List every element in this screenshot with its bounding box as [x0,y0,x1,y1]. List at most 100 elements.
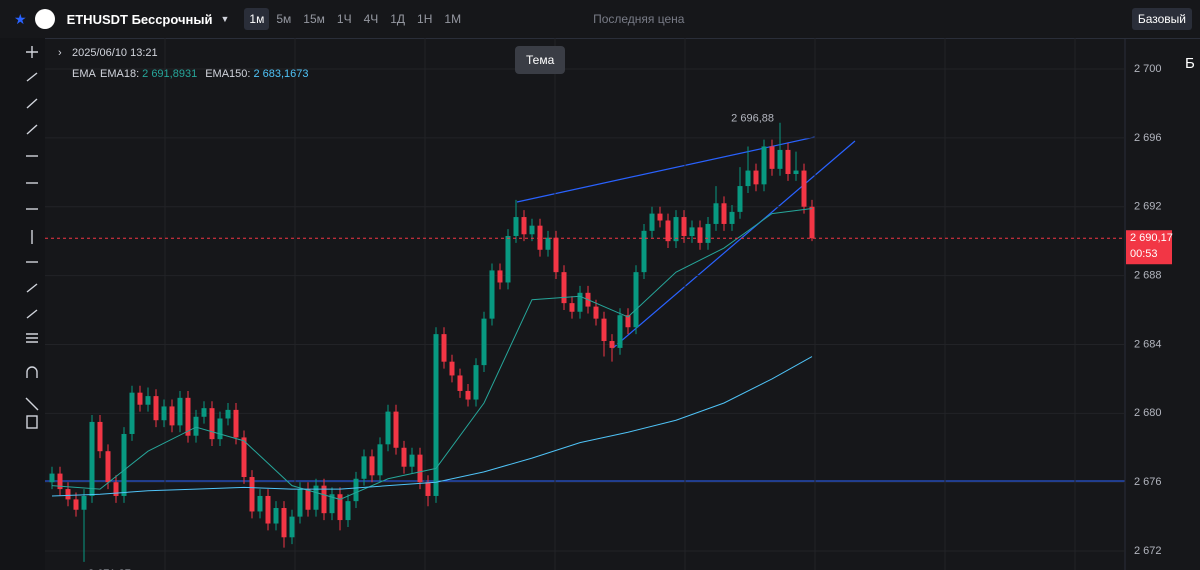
candle-body [537,225,543,250]
candle-body [249,477,255,512]
chart: 2025/06/10 13:21 › EMA 2 672 2 676 2 680 2 … [0,38,1173,570]
candle-body [145,396,151,405]
candle-body [177,397,183,426]
candle-body [409,454,415,467]
candle-body [737,186,743,212]
candle-body [345,501,351,521]
candle-body [657,213,663,221]
candle-body [225,409,231,419]
candle-body [369,456,375,476]
candle-body [329,494,335,514]
mode[interactable]: Базовый [1131,8,1192,30]
candle-body [449,361,455,376]
trend-line[interactable] [612,140,856,349]
candle-body [241,437,247,478]
candle-body [553,237,559,273]
timeframe[interactable]: 5м [276,12,292,26]
candle-body [561,272,567,304]
candle-body [129,392,135,434]
candle-body [809,206,815,239]
candle-body [689,227,695,236]
candle-body [137,392,143,405]
candle-body [321,485,327,514]
candle-body [481,318,487,366]
candle-body [761,146,767,185]
candle-body [337,494,343,521]
candle-body [713,203,719,224]
candle-body [201,408,207,417]
candle-body [705,223,711,243]
candle-body [305,489,311,510]
candle-body [601,318,607,342]
star[interactable]: ★ [14,10,27,27]
legend-value: 2 691,8931 [142,68,197,80]
candle-body [697,227,703,243]
candle-body [209,408,215,440]
countdown: 00:53 [1130,248,1158,260]
candle-body [633,272,639,328]
candle-body [121,433,127,496]
timeframe[interactable]: 4Ч [363,12,379,26]
candle-body [569,303,575,312]
y-tick-label: 2 684 [1134,338,1162,350]
timeframe[interactable]: 1Н [417,12,433,26]
candle-body [785,149,791,175]
candle-body [425,482,431,496]
candle-body [673,217,679,242]
candle-body [385,411,391,445]
caret[interactable]: ▼ [220,14,230,24]
candle-body [105,451,111,483]
timeframe[interactable]: 1Д [390,12,406,26]
candle-body [505,235,511,283]
candle-body [153,396,159,421]
last-price-box [1126,230,1172,265]
candle-body [729,211,735,224]
timeframe[interactable]: 1М [444,12,462,26]
candle-body [417,454,423,483]
candle-body [273,508,279,524]
candle-body [441,334,447,362]
candle-body [769,146,775,169]
price-type[interactable]: Последняя цена [593,12,685,26]
candle-body [265,495,271,524]
candle-body [489,270,495,319]
legend-name: EMA18: [100,68,139,80]
y-tick-label: 2 688 [1134,269,1162,281]
ema-line [51,356,813,497]
timeframes: 1м 5м 15м 1Ч 4Ч 1Д 1Н 1М [243,8,467,30]
side-title: Б [1185,55,1195,72]
candle-body [513,217,519,236]
symbol[interactable]: ETHUSDT Бессрочный [66,11,213,27]
candle-body [649,213,655,231]
timeframe[interactable]: 1Ч [336,12,352,26]
timeframe[interactable]: 15м [303,12,325,26]
candle-body [617,315,623,348]
timeframe[interactable]: 1м [244,8,270,30]
y-tick-label: 2 676 [1134,476,1162,488]
y-tick-label: 2 696 [1134,132,1162,144]
candle-body [89,421,95,496]
candle-body [593,306,599,319]
eth-icon [34,9,55,29]
candle-body [401,447,407,467]
indicator: EMA [72,68,97,80]
candle-body [65,489,71,500]
candle-body [361,456,367,479]
toolbar: ★ ETHUSDT Бессрочный ▼ 1м 5м 15м 1Ч 4Ч 1Д 1Н 1М… [0,0,1200,39]
chevron: › [58,47,62,59]
candle-body [185,397,191,436]
candle-body [313,485,319,510]
candle-body [681,217,687,236]
candle-body [377,444,383,476]
datetime: 2025/06/10 13:21 [72,47,158,59]
candle-body [665,220,671,242]
candle-body [753,170,759,185]
candle-body [473,365,479,400]
candle-body [393,411,399,448]
y-tick-label: 2 692 [1134,201,1162,213]
candle-body [97,421,103,452]
high-label: 2 696,88 [731,113,774,125]
candle-body [289,516,295,538]
candle-body [497,270,503,283]
